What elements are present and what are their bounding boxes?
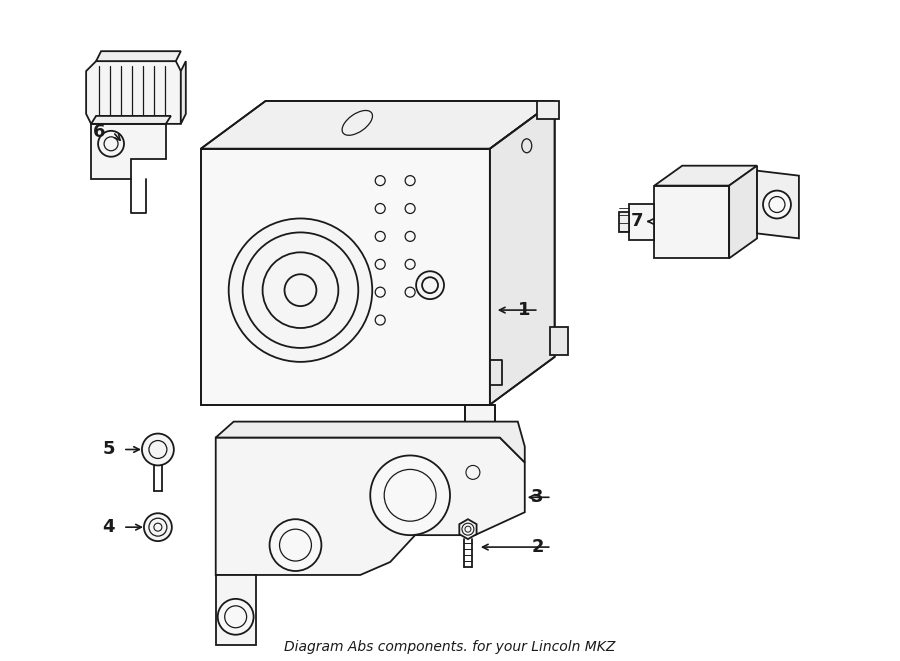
Circle shape [229,219,373,362]
Polygon shape [536,101,559,119]
Polygon shape [201,101,554,149]
Polygon shape [91,116,171,124]
Circle shape [270,519,321,571]
Polygon shape [757,171,799,239]
Polygon shape [216,422,525,463]
Polygon shape [216,575,256,644]
Polygon shape [465,405,495,422]
Text: 1: 1 [518,301,531,319]
Text: 3: 3 [531,488,544,506]
Polygon shape [490,101,554,405]
Polygon shape [91,124,166,178]
Circle shape [416,271,444,299]
Text: 4: 4 [103,518,115,536]
Polygon shape [629,204,654,241]
Polygon shape [216,438,525,575]
Polygon shape [654,166,757,186]
Polygon shape [729,166,757,258]
Text: 2: 2 [531,538,544,556]
Text: 5: 5 [103,440,115,459]
Polygon shape [550,327,568,355]
Polygon shape [96,51,181,61]
Polygon shape [619,212,629,233]
Polygon shape [86,61,181,124]
Polygon shape [181,61,185,124]
Polygon shape [201,149,490,405]
Circle shape [218,599,254,635]
Circle shape [144,513,172,541]
Polygon shape [654,186,729,258]
Circle shape [763,190,791,219]
Text: 6: 6 [93,123,105,141]
Circle shape [370,455,450,535]
Text: Diagram Abs components. for your Lincoln MKZ: Diagram Abs components. for your Lincoln… [284,640,616,654]
Polygon shape [459,519,477,539]
Text: 7: 7 [631,212,644,231]
Circle shape [142,434,174,465]
